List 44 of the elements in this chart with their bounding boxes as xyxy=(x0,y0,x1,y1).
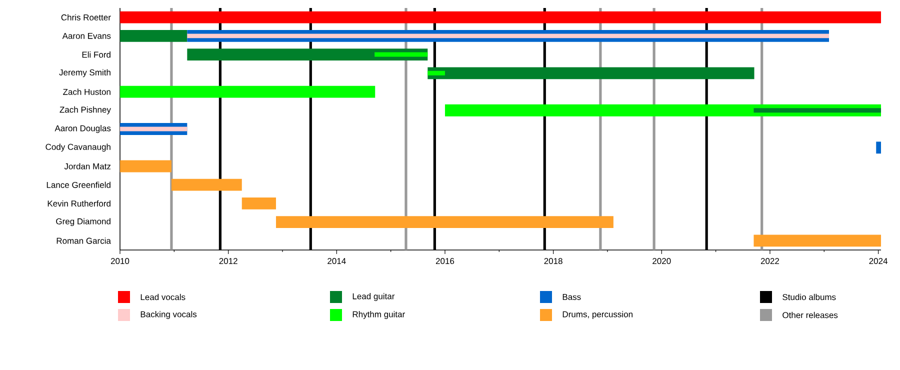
y-tick-label: Jordan Matz xyxy=(64,163,111,170)
legend-label: Other releases xyxy=(782,312,838,318)
bar xyxy=(428,70,445,76)
y-tick-label: Aaron Evans xyxy=(62,32,111,39)
bar xyxy=(242,198,276,210)
bar xyxy=(754,108,882,113)
bar xyxy=(876,142,882,154)
bar xyxy=(120,160,172,172)
y-tick-label: Aaron Douglas xyxy=(54,125,111,133)
x-tick-label: 2022 xyxy=(760,258,779,264)
legend-label: Backing vocals xyxy=(140,311,197,319)
legend-label: Studio albums xyxy=(782,294,836,300)
bar xyxy=(276,216,614,228)
x-tick-label: 2016 xyxy=(436,258,454,264)
x-tick-label: 2012 xyxy=(219,258,238,264)
bar xyxy=(374,52,428,57)
bar xyxy=(171,178,242,191)
bar xyxy=(120,30,188,42)
y-tick-label: Zach Pishney xyxy=(60,106,111,114)
y-tick-label: Zach Huston xyxy=(63,88,110,95)
bar xyxy=(187,48,428,61)
legend-label: Lead vocals xyxy=(140,294,186,300)
y-tick-label: Roman Garcia xyxy=(56,238,111,244)
y-tick-label: Eli Ford xyxy=(82,51,110,58)
x-tick-label: 2014 xyxy=(328,258,346,264)
y-tick-label: Cody Cavanaugh xyxy=(46,144,110,152)
y-tick-label: Greg Diamond xyxy=(56,218,110,226)
x-tick-label: 2018 xyxy=(544,258,562,264)
bar xyxy=(120,86,376,98)
x-tick-label: 2020 xyxy=(652,258,671,264)
bar xyxy=(754,234,882,247)
y-tick-label: Jeremy Smith xyxy=(59,69,110,78)
y-tick-label: Kevin Rutherford xyxy=(48,200,110,207)
legend-label: Drums, percussion xyxy=(562,311,632,319)
bar xyxy=(120,11,882,24)
legend-label: Bass xyxy=(562,294,581,300)
x-tick-label: 2024 xyxy=(869,258,888,264)
y-tick-label: Lance Greenfield xyxy=(46,182,110,188)
legend-label: Lead guitar xyxy=(352,293,395,301)
y-tick-label: Chris Roetter xyxy=(61,14,111,20)
bar xyxy=(187,34,830,38)
x-tick-label: 2010 xyxy=(110,258,130,264)
bar xyxy=(428,67,754,80)
legend-label: Rhythm guitar xyxy=(352,311,405,319)
